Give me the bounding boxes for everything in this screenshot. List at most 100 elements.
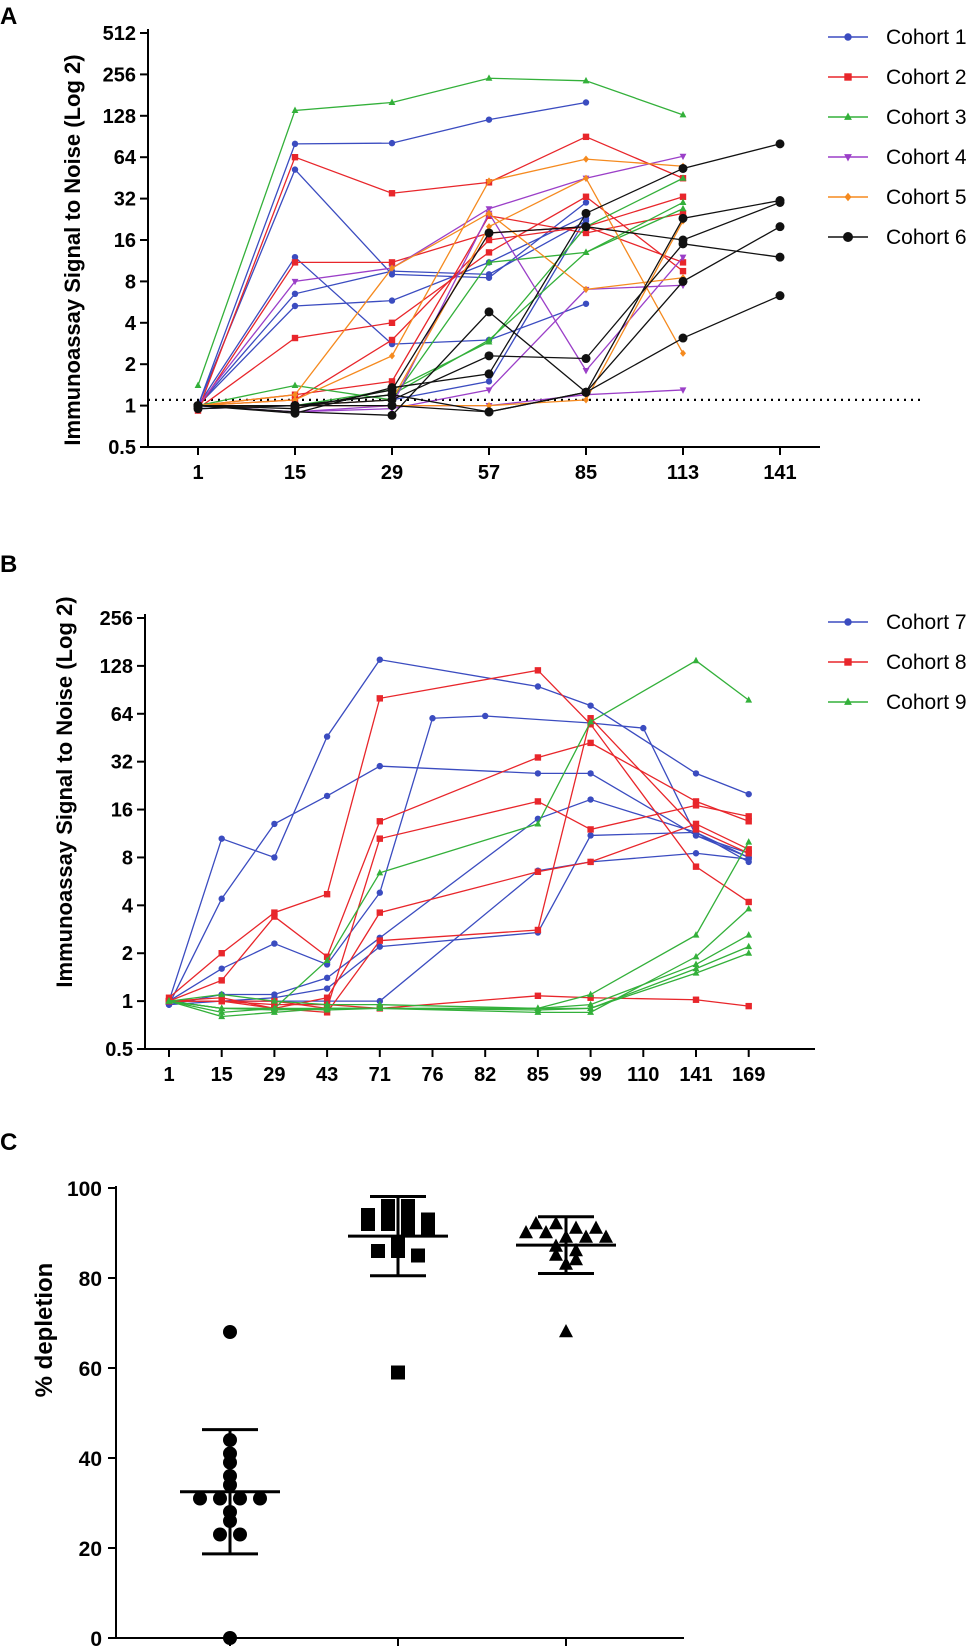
y-tick-label: 4 <box>122 895 134 917</box>
y-tick-label: 2 <box>122 943 133 965</box>
data-point <box>323 974 331 982</box>
data-point <box>485 338 493 345</box>
data-point <box>485 271 493 278</box>
data-point <box>745 813 752 820</box>
series-line <box>197 155 684 407</box>
data-point <box>640 724 647 732</box>
series-line <box>197 212 684 407</box>
data-point <box>376 868 384 876</box>
data-point <box>534 926 542 934</box>
data-point <box>679 259 687 266</box>
data-point <box>582 229 590 237</box>
data-point <box>587 717 594 725</box>
y-tick-label: 0.5 <box>108 437 136 459</box>
data-point <box>680 349 686 357</box>
data-point <box>581 354 591 364</box>
data-point <box>692 770 700 777</box>
series-line <box>197 168 587 406</box>
data-point <box>587 832 594 839</box>
data-point <box>371 1244 385 1258</box>
data-point <box>534 683 542 690</box>
y-tick-label: 0 <box>90 1628 102 1651</box>
data-point <box>485 387 493 394</box>
data-point <box>569 1242 583 1257</box>
data-point <box>411 1248 425 1263</box>
series-line <box>168 831 749 1006</box>
data-point <box>539 1224 553 1239</box>
data-point <box>692 826 700 833</box>
x-tick-label: 15 <box>211 1064 233 1086</box>
data-point <box>291 278 299 286</box>
data-point <box>582 193 590 200</box>
data-point <box>485 378 493 385</box>
data-point <box>323 956 331 964</box>
legend-label: Cohort 4 <box>886 146 967 169</box>
data-point <box>271 909 278 916</box>
data-point <box>391 1365 405 1380</box>
data-point <box>218 965 225 972</box>
data-point <box>549 1247 563 1261</box>
y-tick-label: 128 <box>100 656 133 678</box>
data-point <box>745 696 753 703</box>
y-tick-label: 32 <box>111 752 133 774</box>
data-point <box>745 931 753 938</box>
data-point <box>218 895 225 902</box>
data-point <box>583 174 589 182</box>
data-point <box>678 213 688 223</box>
series-line <box>169 823 749 1010</box>
series-line <box>168 716 749 1014</box>
data-point <box>323 890 331 898</box>
data-point <box>291 290 299 298</box>
data-point <box>519 1224 533 1239</box>
data-point <box>323 733 331 740</box>
data-point <box>679 153 687 161</box>
y-tick-label: 2 <box>125 354 136 376</box>
data-point <box>482 712 489 720</box>
data-point <box>218 997 225 1005</box>
data-point <box>376 909 383 916</box>
legend-marker <box>844 192 852 202</box>
series-line <box>197 226 684 410</box>
data-point <box>388 139 396 147</box>
data-point <box>582 300 590 307</box>
data-point <box>587 1004 594 1011</box>
data-point <box>775 139 785 149</box>
legend-label: Cohort 9 <box>886 691 967 714</box>
data-point <box>559 1323 573 1338</box>
data-point <box>485 116 493 123</box>
data-point <box>587 994 594 1001</box>
data-point <box>361 1217 375 1231</box>
data-point <box>388 378 396 385</box>
y-tick-label: 512 <box>103 23 136 45</box>
data-point <box>291 302 299 310</box>
data-point <box>376 695 383 702</box>
data-point <box>165 997 173 1004</box>
data-point <box>534 798 542 805</box>
x-tick-label: 82 <box>474 1064 496 1086</box>
data-point <box>587 1008 594 1015</box>
series-line <box>197 136 684 411</box>
data-point <box>745 904 753 912</box>
data-point <box>745 850 752 857</box>
data-point <box>692 931 700 938</box>
series-line <box>168 798 750 1006</box>
data-point <box>388 98 396 106</box>
data-point <box>376 943 383 950</box>
data-point <box>218 1004 226 1011</box>
data-point <box>745 949 753 956</box>
legend-label: Cohort 2 <box>886 66 967 89</box>
data-point <box>534 770 542 777</box>
data-point <box>692 969 700 976</box>
panel-a: A Immunoassay Signal to Noise (Log 2) 0.… <box>0 3 967 484</box>
data-point <box>692 802 700 809</box>
legend-label: Cohort 6 <box>886 226 967 249</box>
x-tick-label: 141 <box>679 1064 712 1086</box>
data-point <box>775 222 785 232</box>
series-line <box>168 659 750 1010</box>
data-point <box>745 790 752 798</box>
data-point <box>218 990 226 998</box>
data-point <box>679 267 687 275</box>
data-point <box>484 228 494 238</box>
data-point <box>291 106 299 113</box>
x-tick-label: 57 <box>478 462 500 484</box>
